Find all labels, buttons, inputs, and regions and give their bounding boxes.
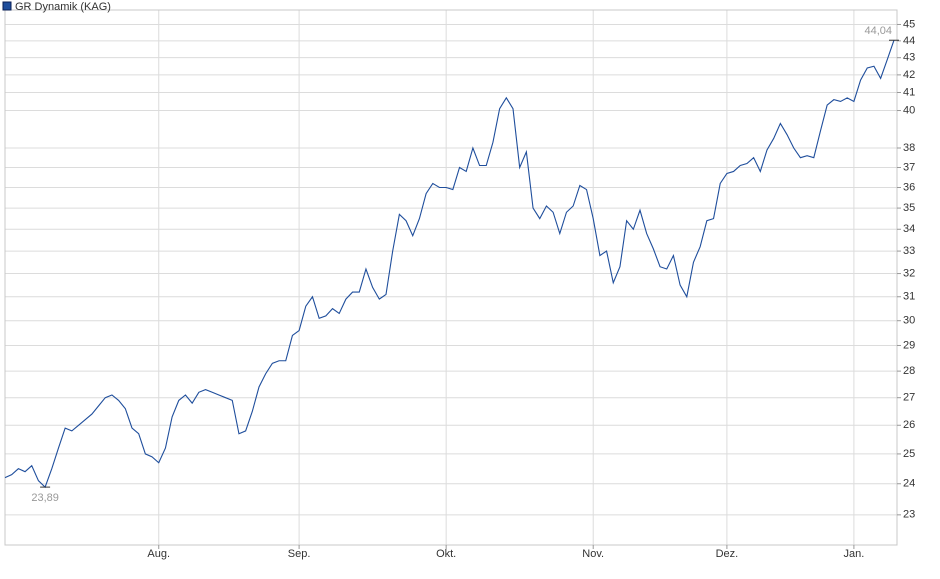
value-label: 44,04 — [864, 25, 892, 37]
y-tick-label: 36 — [903, 181, 915, 193]
x-tick-label: Okt. — [436, 548, 456, 560]
y-tick-label: 43 — [903, 52, 915, 64]
y-tick-label: 31 — [903, 291, 915, 303]
x-tick-label: Sep. — [288, 548, 311, 560]
grid — [5, 10, 897, 545]
x-tick-label: Jan. — [843, 548, 864, 560]
x-tick-label: Aug. — [147, 548, 170, 560]
y-tick-label: 37 — [903, 161, 915, 173]
y-tick-label: 32 — [903, 267, 915, 279]
y-tick-label: 30 — [903, 315, 915, 327]
y-tick-label: 44 — [903, 35, 915, 47]
y-tick-label: 23 — [903, 509, 915, 521]
y-tick-label: 27 — [903, 392, 915, 404]
y-tick-label: 38 — [903, 142, 915, 154]
y-tick-label: 29 — [903, 339, 915, 351]
y-tick-label: 24 — [903, 478, 915, 490]
y-tick-label: 28 — [903, 365, 915, 377]
legend: GR Dynamik (KAG) — [2, 1, 111, 13]
y-tick-label: 35 — [903, 202, 915, 214]
legend-label: GR Dynamik (KAG) — [15, 1, 111, 13]
x-tick-label: Nov. — [582, 548, 604, 560]
y-tick-label: 41 — [903, 86, 915, 98]
value-label: 23,89 — [31, 492, 59, 504]
y-tick-label: 42 — [903, 69, 915, 81]
y-tick-label: 33 — [903, 245, 915, 257]
x-tick-label: Dez. — [716, 548, 739, 560]
plot-frame — [4, 9, 898, 546]
y-tick-label: 25 — [903, 448, 915, 460]
y-tick-label: 45 — [903, 18, 915, 30]
y-tick-label: 26 — [903, 419, 915, 431]
y-tick-label: 34 — [903, 223, 915, 235]
series-line — [4, 40, 895, 489]
y-tick-label: 40 — [903, 104, 915, 116]
legend-swatch — [2, 1, 12, 11]
